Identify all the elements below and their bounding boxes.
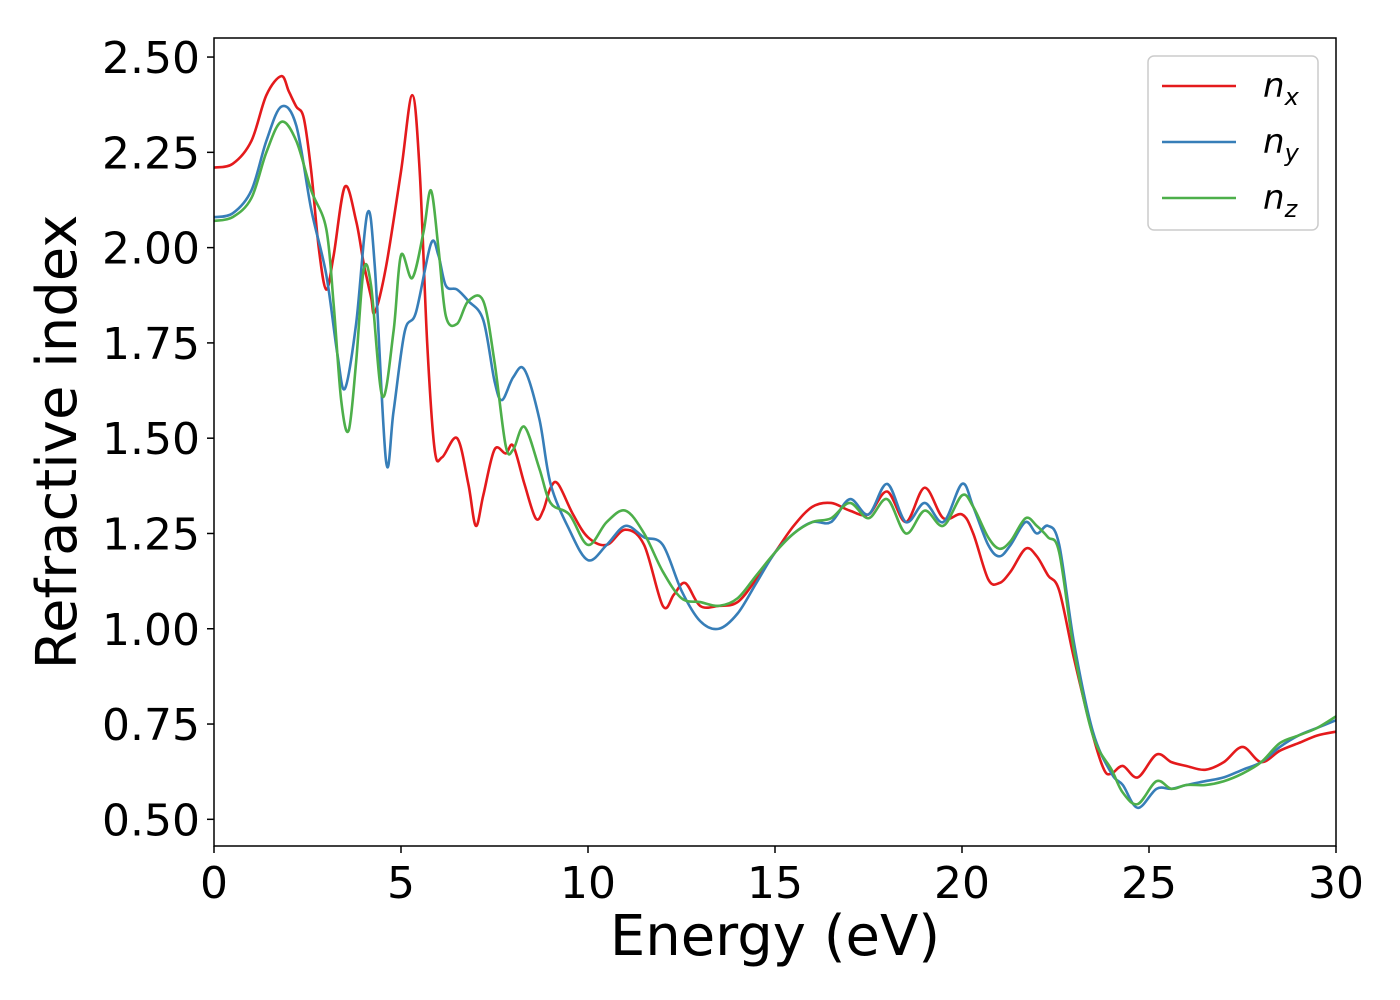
x-tick-label: 5	[387, 858, 415, 909]
x-tick-label: 0	[200, 858, 228, 909]
x-tick-label: 10	[560, 858, 616, 909]
y-tick-label: 2.00	[102, 224, 200, 275]
y-tick-label: 2.25	[102, 128, 200, 179]
y-axis-title: Refractive index	[25, 215, 90, 670]
legend: nx ny nz	[1147, 55, 1319, 231]
y-tick-label: 1.00	[102, 605, 200, 656]
series-layer	[214, 74, 1336, 810]
x-tick-label: 15	[747, 858, 803, 909]
y-tick-label: 1.50	[102, 414, 200, 465]
legend-label-z: nz	[1263, 178, 1299, 223]
y-tick-label: 0.50	[102, 795, 200, 846]
x-axis: 0 5 10 15 20 25 30	[200, 846, 1364, 909]
y-axis: 0.50 0.75 1.00 1.25 1.50 1.75 2.00 2.25 2.50	[102, 33, 214, 846]
legend-label-x: nx	[1263, 66, 1300, 111]
x-tick-label: 25	[1121, 858, 1177, 909]
y-tick-label: 1.25	[102, 509, 200, 560]
x-axis-title: Energy (eV)	[610, 904, 940, 969]
series-line-n-z	[214, 120, 1336, 806]
series-line-n-x	[214, 74, 1336, 779]
legend-label-y: ny	[1263, 122, 1300, 167]
y-tick-label: 0.75	[102, 700, 200, 751]
x-tick-label: 20	[934, 858, 990, 909]
y-tick-label: 1.75	[102, 319, 200, 370]
x-tick-label: 30	[1308, 858, 1364, 909]
y-tick-label: 2.50	[102, 33, 200, 84]
